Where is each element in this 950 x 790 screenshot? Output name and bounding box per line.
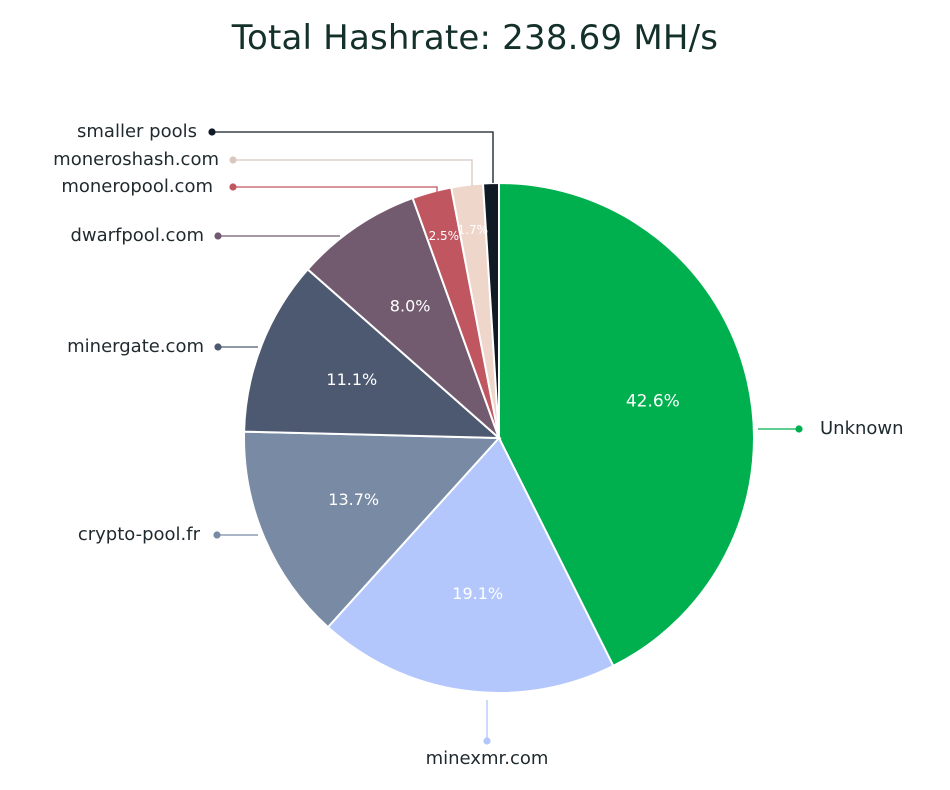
callout-line <box>212 131 494 183</box>
callout-line <box>233 159 473 186</box>
slice-value-label: 19.1% <box>452 584 503 603</box>
pie-slice-dwarfpool-com <box>306 196 500 439</box>
chart-title: Total Hashrate: 238.69 MH/s <box>231 18 719 58</box>
pie-slices <box>243 181 755 694</box>
legend-label: minergate.com <box>67 336 204 357</box>
callout-dot <box>229 156 237 164</box>
pie-slice-crypto-pool-fr <box>243 430 502 629</box>
callout-dot <box>214 232 222 240</box>
callout-dot <box>483 737 491 745</box>
slice-value-label: 42.6% <box>626 392 680 412</box>
slice-labels: 42.6% 19.1% 13.7% 11.1% 8.0% 2.5%1.7% <box>326 223 679 603</box>
callout-dot <box>795 425 803 433</box>
callout-dot <box>213 531 221 539</box>
pie-slice-minergate-com <box>243 267 502 440</box>
pie-slice-smaller-pools <box>481 181 500 439</box>
legend-label: moneroshash.com <box>53 149 219 170</box>
legend-label: dwarfpool.com <box>70 225 204 246</box>
pie-slice-minexmr-com <box>326 436 615 694</box>
callout-dot <box>208 128 216 136</box>
legend-label: moneropool.com <box>61 176 213 197</box>
legend-label: crypto-pool.fr <box>78 524 201 545</box>
legend-label: Unknown <box>820 418 904 439</box>
slice-value-label: 2.5% <box>429 229 460 243</box>
legend-label: minexmr.com <box>426 748 549 769</box>
legend-label: smaller pools <box>77 121 197 142</box>
slice-value-label: 1.7% <box>458 223 489 237</box>
slice-value-label: 11.1% <box>326 370 377 389</box>
callout-dot <box>229 183 237 191</box>
slice-value-label: 8.0% <box>390 297 431 316</box>
pie-slice-unknown <box>498 181 755 668</box>
slice-value-label: 13.7% <box>328 490 379 509</box>
callout-line <box>233 186 438 195</box>
callout-legend: Unknown minexmr.com crypto-pool.fr minergat… <box>53 121 903 769</box>
callout-dot <box>214 343 222 351</box>
